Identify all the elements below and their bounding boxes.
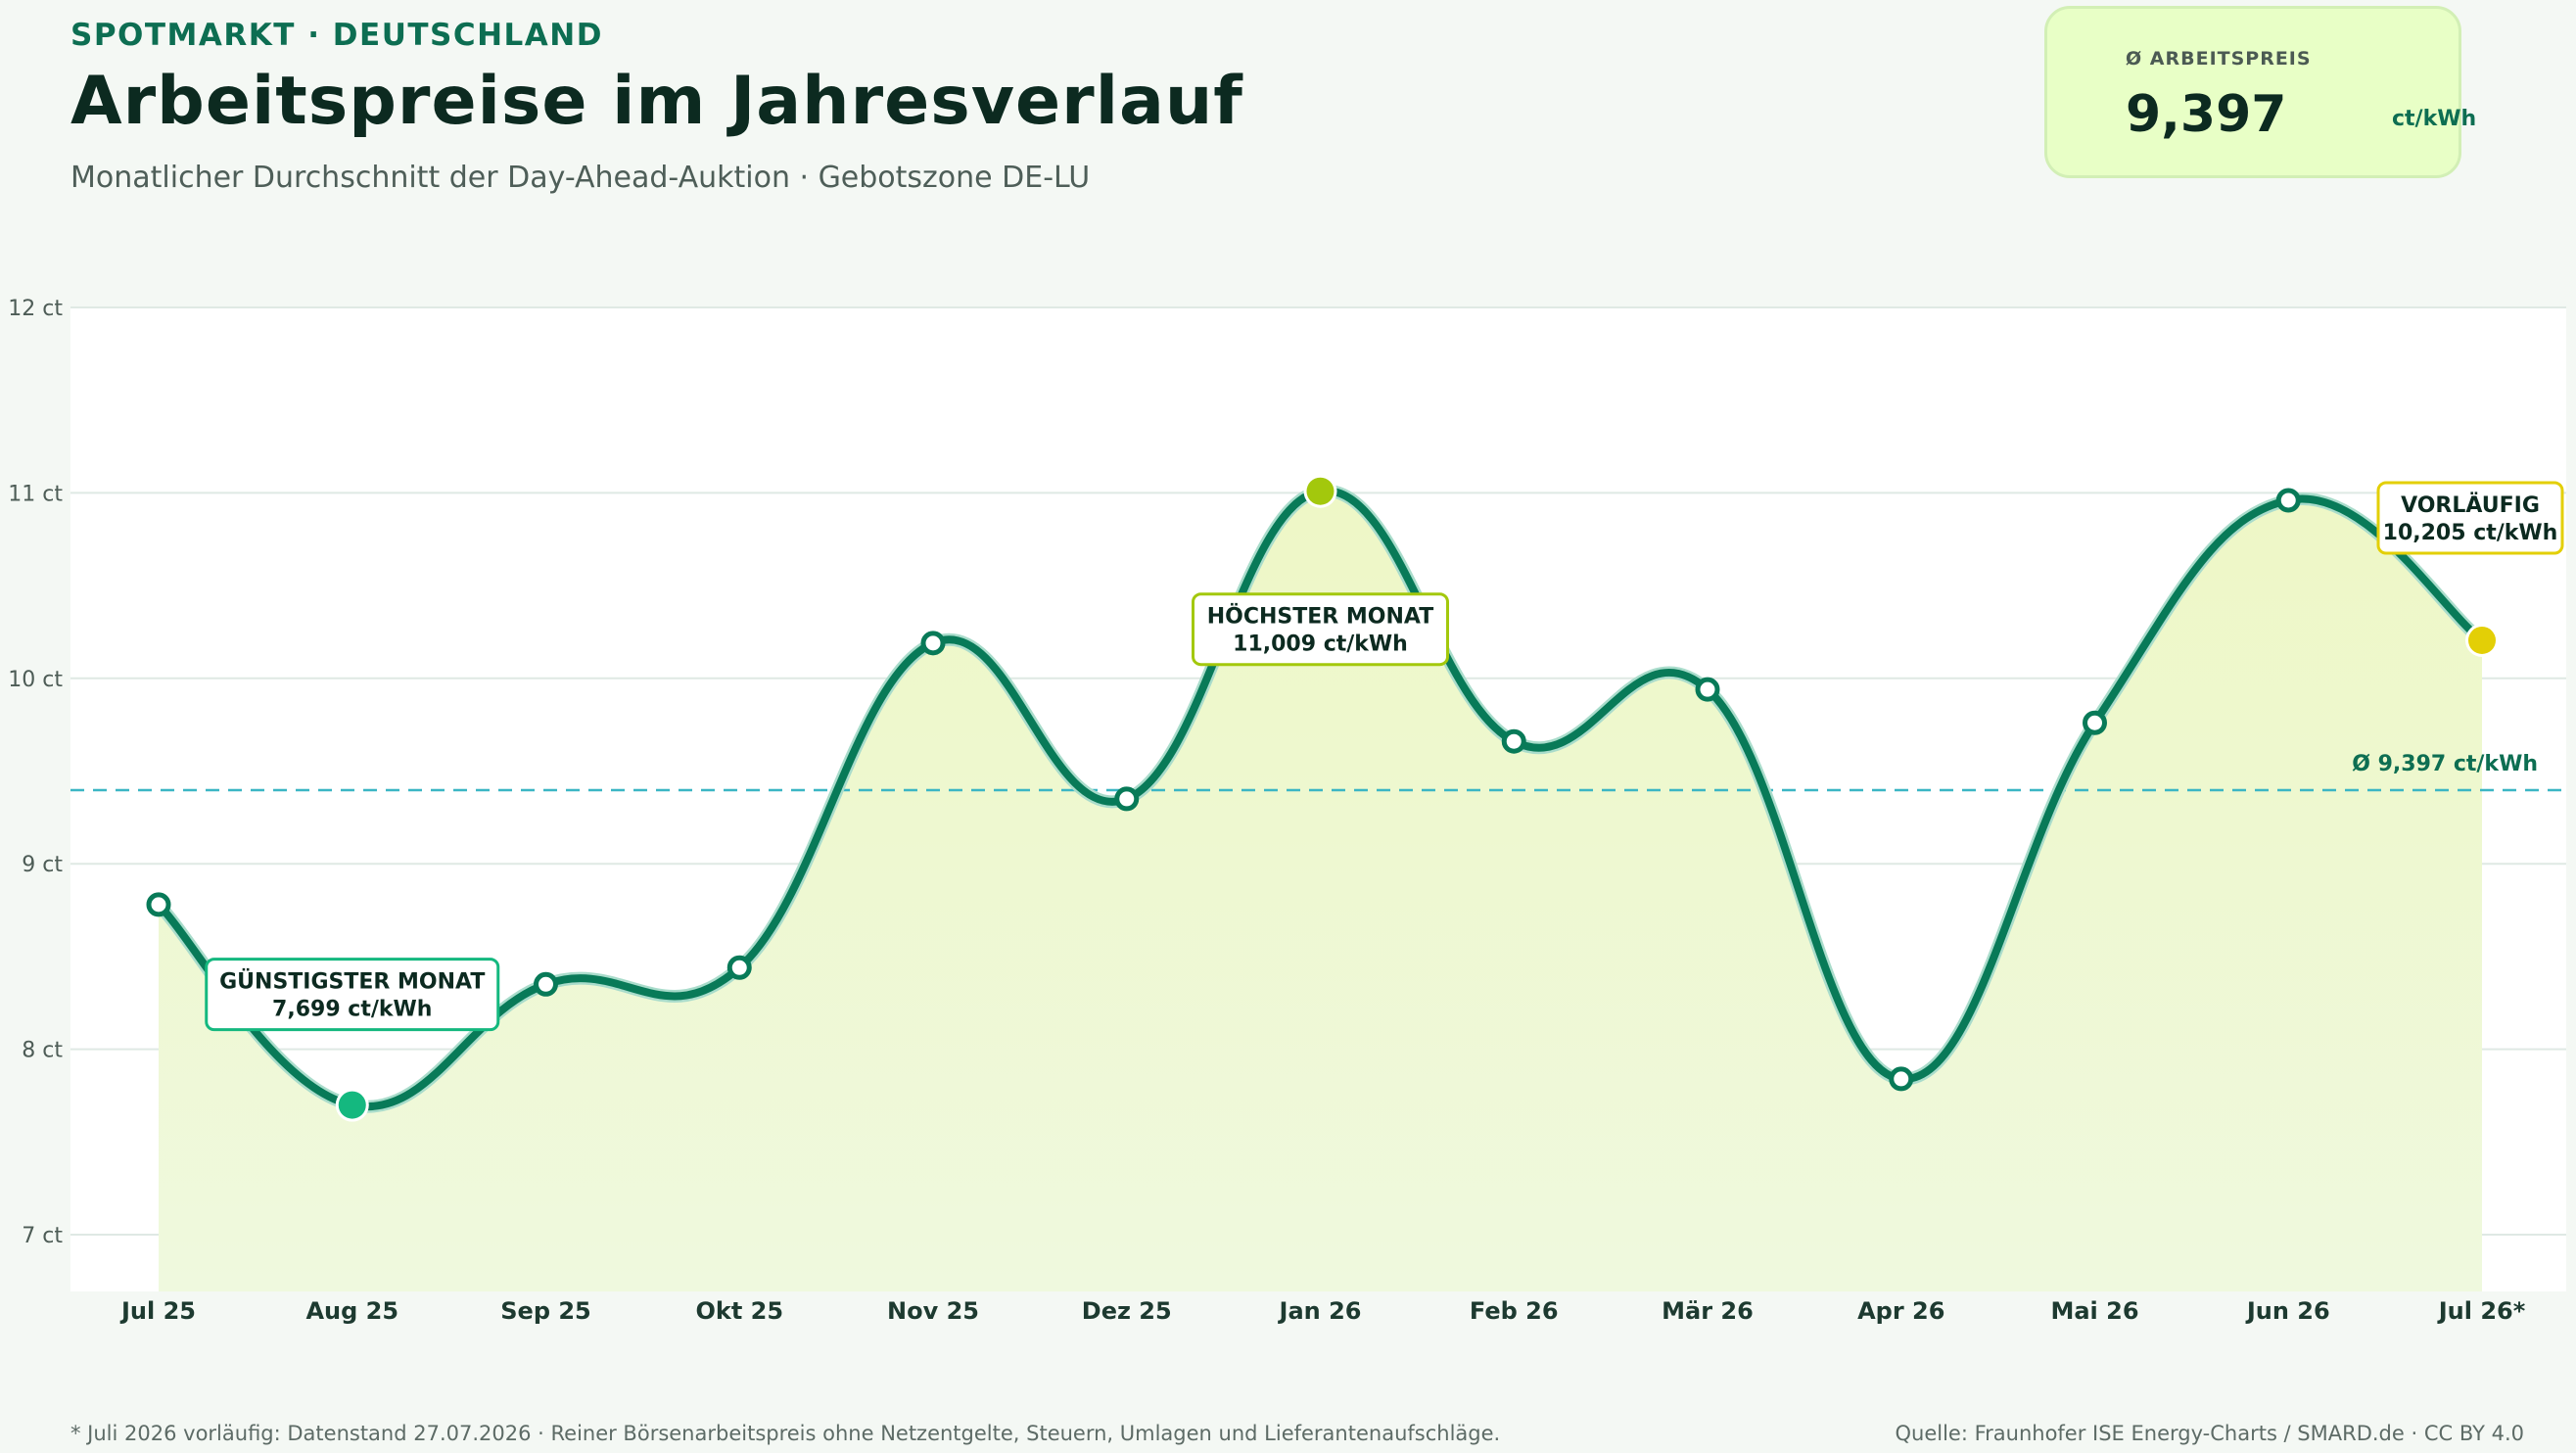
annotation-box-provisional bbox=[2376, 481, 2564, 555]
kpi-unit: ct/kWh bbox=[2392, 107, 2477, 131]
x-tick-label: Mai 26 bbox=[2050, 1297, 2138, 1325]
data-point bbox=[1501, 728, 1526, 754]
x-tick-label: Mär 26 bbox=[1662, 1297, 1754, 1325]
data-point bbox=[1889, 1066, 1914, 1092]
data-point bbox=[146, 892, 171, 917]
data-points bbox=[146, 474, 2499, 1122]
data-point bbox=[534, 971, 558, 997]
annotation-box-low bbox=[205, 958, 500, 1032]
y-tick-label: 7 ct bbox=[22, 1224, 63, 1248]
y-tick-label: 11 ct bbox=[8, 482, 63, 506]
x-tick-label: Okt 25 bbox=[695, 1297, 783, 1325]
y-tick-label: 8 ct bbox=[22, 1039, 63, 1063]
annotation-box-high bbox=[1192, 592, 1449, 667]
kpi-label: Ø ARBEITSPREIS bbox=[2126, 48, 2312, 70]
data-point-high bbox=[1306, 477, 1335, 505]
x-tick-label: Dez 25 bbox=[1082, 1297, 1172, 1325]
x-tick-label: Apr 26 bbox=[1857, 1297, 1944, 1325]
annotation-title-low: GÜNSTIGSTER MONAT bbox=[219, 969, 485, 995]
data-point bbox=[2083, 710, 2107, 735]
x-tick-label: Jul 25 bbox=[119, 1297, 196, 1325]
annotations: GÜNSTIGSTER MONAT 7,699 ct/kWh HÖCHSTER MO… bbox=[205, 481, 2564, 1032]
y-axis-ticks: 7 ct 8 ct 9 ct 10 ct 11 ct 12 ct bbox=[8, 297, 63, 1248]
y-tick-label: 10 ct bbox=[8, 668, 63, 692]
x-tick-label: Jan 26 bbox=[1278, 1297, 1362, 1325]
data-point bbox=[920, 631, 946, 656]
footnote: * Juli 2026 vorläufig: Datenstand 27.07.… bbox=[70, 1422, 1501, 1445]
data-point bbox=[2275, 488, 2301, 513]
annotation-value-high: 11,009 ct/kWh bbox=[1233, 633, 1408, 657]
x-tick-label: Jun 26 bbox=[2245, 1297, 2330, 1325]
x-tick-label: Aug 25 bbox=[305, 1297, 398, 1325]
x-axis-ticks: Jul 25 Aug 25 Sep 25 Okt 25 Nov 25 Dez 25 Jan … bbox=[119, 1297, 2526, 1325]
data-point bbox=[1695, 677, 1720, 702]
average-label: Ø 9,397 ct/kWh bbox=[2352, 752, 2538, 776]
x-tick-label: Sep 25 bbox=[500, 1297, 591, 1325]
annotation-value-low: 7,699 ct/kWh bbox=[272, 998, 432, 1022]
annotation-value-provisional: 10,205 ct/kWh bbox=[2383, 521, 2558, 545]
kpi-value: 9,397 bbox=[2126, 85, 2287, 144]
annotation-title-provisional: VORLÄUFIG bbox=[2401, 492, 2540, 518]
y-tick-label: 9 ct bbox=[22, 853, 63, 877]
x-tick-label: Nov 25 bbox=[887, 1297, 979, 1325]
kpi-card: Ø ARBEITSPREIS 9,397 ct/kWh bbox=[2044, 6, 2476, 178]
y-tick-label: 12 ct bbox=[8, 297, 63, 321]
data-point bbox=[1114, 786, 1140, 812]
x-tick-label: Jul 26* bbox=[2437, 1297, 2526, 1325]
price-line bbox=[155, 487, 2486, 1111]
data-point-provisional bbox=[2468, 626, 2496, 654]
page-subtitle: Monatlicher Durchschnitt der Day-Ahead-A… bbox=[70, 161, 1091, 195]
eyebrow: SPOTMARKT · DEUTSCHLAND bbox=[70, 18, 603, 53]
x-tick-label: Feb 26 bbox=[1470, 1297, 1559, 1325]
page-title: Arbeitspreise im Jahresverlauf bbox=[70, 63, 1243, 140]
source-note: Quelle: Fraunhofer ISE Energy-Charts / S… bbox=[1895, 1422, 2524, 1445]
area-fill bbox=[159, 491, 2482, 1291]
data-point-low bbox=[338, 1091, 366, 1119]
annotation-title-high: HÖCHSTER MONAT bbox=[1207, 604, 1433, 630]
data-point bbox=[726, 955, 752, 980]
